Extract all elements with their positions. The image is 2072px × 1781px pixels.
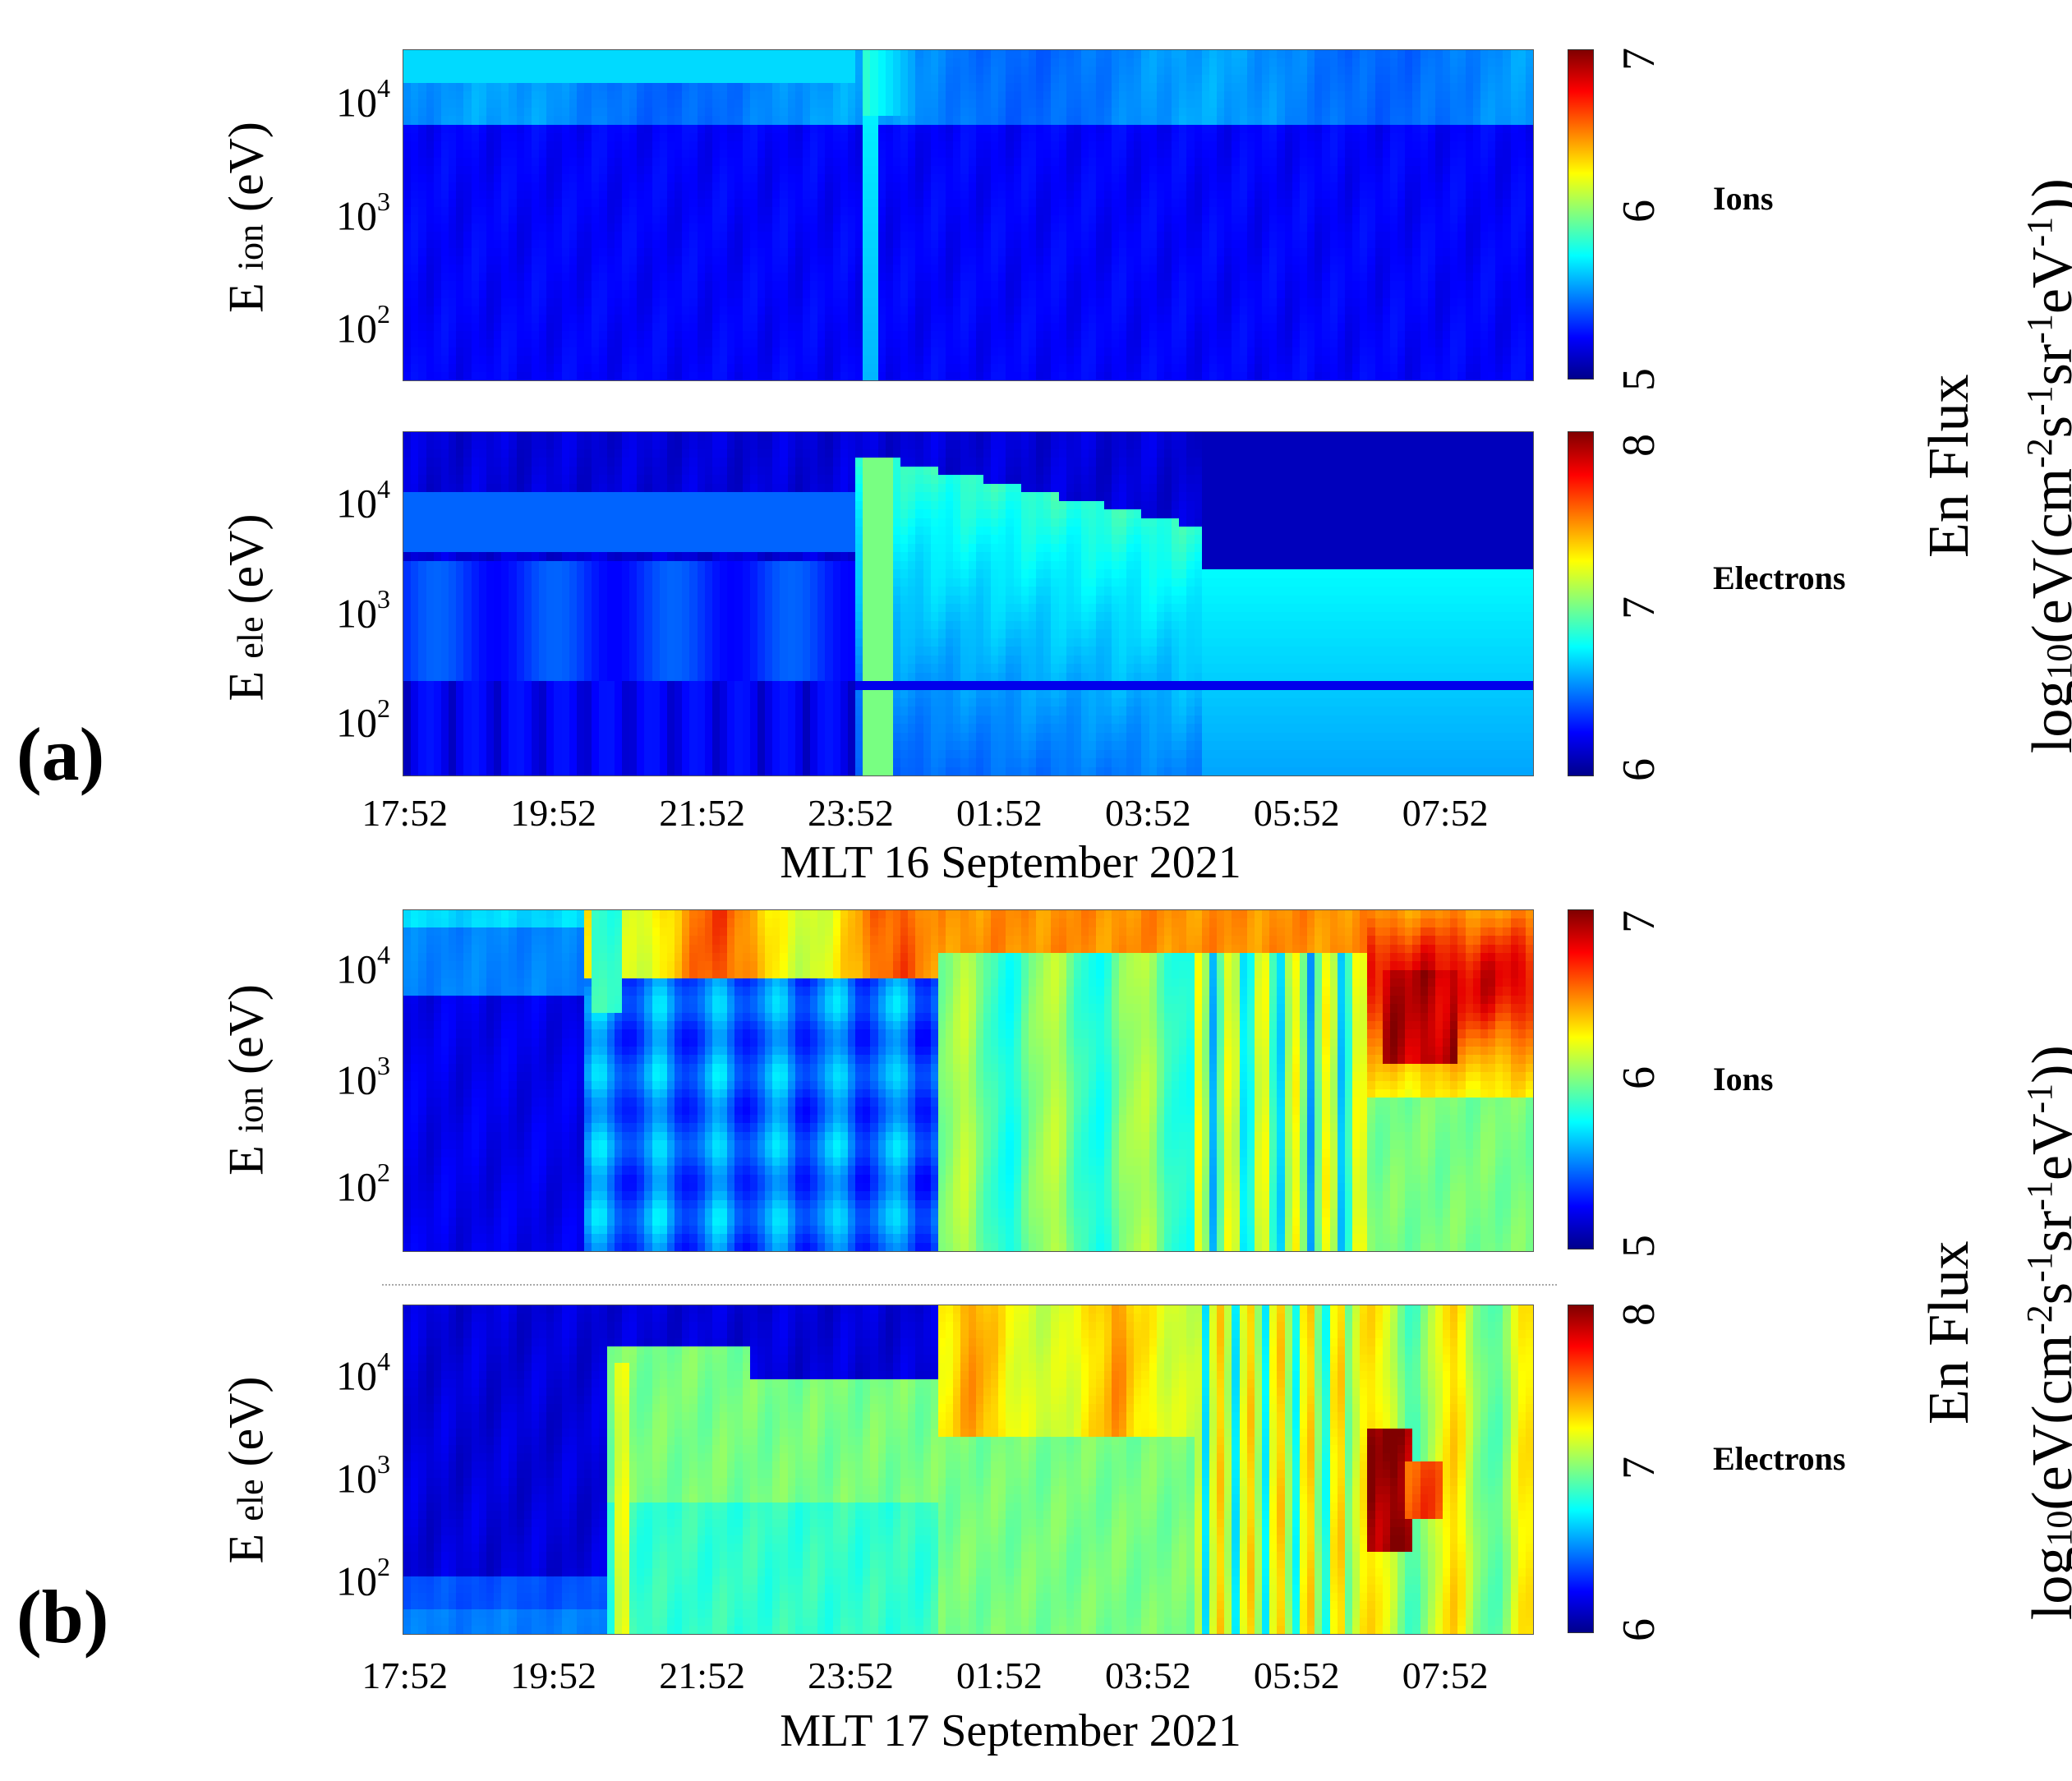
y-tick: 102 (283, 698, 390, 747)
cbar-tick: 6 (1613, 1053, 1665, 1102)
colorbar-b-electrons (1568, 1305, 1594, 1633)
cbar-tick: 7 (1613, 583, 1665, 633)
cbar-tick: 6 (1613, 186, 1665, 236)
y-tick: 104 (283, 945, 390, 993)
panel-label-b: (b) (16, 1573, 108, 1660)
x-tick-label: 05:52 (1231, 1654, 1362, 1697)
x-tick-label: 03:52 (1082, 791, 1213, 835)
y-tick: 102 (283, 1162, 390, 1211)
species-label: Electrons (1713, 559, 1845, 597)
cbar-tick: 8 (1613, 421, 1665, 470)
cbar-tick: 6 (1613, 1605, 1665, 1654)
spectrogram-a-electrons (403, 431, 1534, 776)
colorbar-title-a: En Flux log10(eV(cm-2s-1sr-1eV-1)) (1904, 71, 2072, 860)
y-tick: 103 (283, 1454, 390, 1503)
x-tick-label: 19:52 (488, 791, 619, 835)
spectrogram-b-ions (403, 909, 1534, 1252)
x-tick-label: 23:52 (785, 1654, 917, 1697)
y-tick: 103 (283, 589, 390, 637)
y-tick: 103 (283, 1056, 390, 1104)
x-tick-label: 17:52 (339, 791, 471, 835)
y-tick: 103 (283, 191, 390, 240)
colorbar-title-b: En Flux log10(eV(cm-2s-1sr-1eV-1)) (1904, 938, 2072, 1727)
x-axis-title-b: MLT 17 September 2021 (641, 1705, 1380, 1757)
colorbar-a-ions (1568, 49, 1594, 380)
x-tick-label: 03:52 (1082, 1654, 1213, 1697)
spectrogram-b-electrons (403, 1305, 1534, 1635)
x-tick-label: 19:52 (488, 1654, 619, 1697)
x-tick-label: 21:52 (637, 791, 768, 835)
x-axis-title-a: MLT 16 September 2021 (641, 836, 1380, 889)
y-tick: 104 (283, 479, 390, 527)
cbar-tick: 5 (1613, 1222, 1665, 1271)
x-tick-label: 01:52 (933, 1654, 1065, 1697)
x-tick-label: 01:52 (933, 791, 1065, 835)
panel-label-a: (a) (16, 711, 104, 798)
y-axis-label: E ele (eV) (219, 1323, 275, 1618)
y-tick: 102 (283, 1557, 390, 1605)
x-tick-label: 17:52 (339, 1654, 471, 1697)
y-tick: 104 (283, 1351, 390, 1400)
y-axis-label: E ion (eV) (219, 70, 275, 366)
cbar-tick: 7 (1613, 1443, 1665, 1493)
spectrogram-a-ions (403, 49, 1534, 381)
panel-separator (382, 1284, 1557, 1286)
x-tick-label: 05:52 (1231, 791, 1362, 835)
x-tick-label: 07:52 (1379, 791, 1511, 835)
y-axis-label: E ele (eV) (219, 460, 275, 756)
y-tick: 104 (283, 78, 390, 127)
x-tick-label: 07:52 (1379, 1654, 1511, 1697)
cbar-tick: 7 (1613, 35, 1665, 84)
colorbar-a-electrons (1568, 431, 1594, 776)
x-tick-label: 23:52 (785, 791, 917, 835)
species-label: Ions (1713, 179, 1773, 218)
cbar-tick: 6 (1613, 745, 1665, 794)
y-axis-label: E ion (eV) (219, 932, 275, 1228)
cbar-tick: 8 (1613, 1290, 1665, 1339)
cbar-tick: 7 (1613, 897, 1665, 946)
colorbar-b-ions (1568, 909, 1594, 1249)
y-tick: 102 (283, 304, 390, 352)
species-label: Electrons (1713, 1439, 1845, 1478)
cbar-tick: 5 (1613, 355, 1665, 404)
x-tick-label: 21:52 (637, 1654, 768, 1697)
species-label: Ions (1713, 1060, 1773, 1098)
